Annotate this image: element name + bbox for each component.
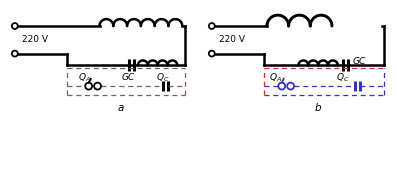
Text: 220 V: 220 V bbox=[219, 35, 245, 44]
Text: a: a bbox=[118, 103, 124, 113]
Text: 220 V: 220 V bbox=[22, 35, 48, 44]
Text: $Q_A$: $Q_A$ bbox=[78, 71, 91, 84]
Text: b: b bbox=[315, 103, 322, 113]
Text: $GC$: $GC$ bbox=[121, 71, 137, 82]
Text: $Q_C$: $Q_C$ bbox=[156, 71, 169, 84]
Text: $GC$: $GC$ bbox=[352, 55, 367, 66]
Text: $Q_A$: $Q_A$ bbox=[269, 71, 282, 84]
Text: $Q_C$: $Q_C$ bbox=[336, 71, 349, 84]
